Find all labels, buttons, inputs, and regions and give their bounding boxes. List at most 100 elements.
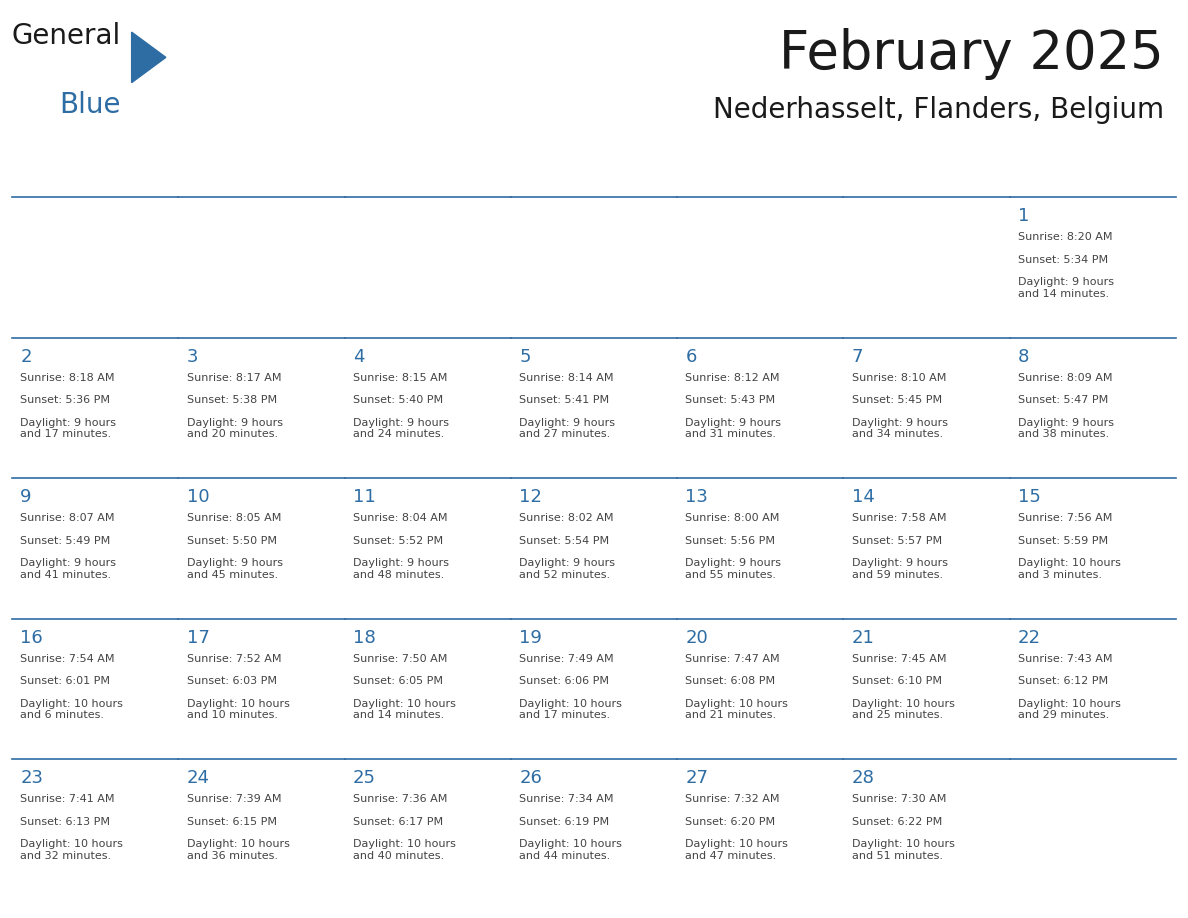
- Text: Daylight: 9 hours
and 24 minutes.: Daylight: 9 hours and 24 minutes.: [353, 418, 449, 440]
- Text: Sunset: 6:01 PM: Sunset: 6:01 PM: [20, 677, 110, 687]
- Text: 3: 3: [187, 348, 198, 365]
- Text: Sunrise: 7:32 AM: Sunrise: 7:32 AM: [685, 794, 781, 804]
- Text: Daylight: 10 hours
and 40 minutes.: Daylight: 10 hours and 40 minutes.: [353, 839, 456, 861]
- Text: Sunset: 5:41 PM: Sunset: 5:41 PM: [519, 396, 609, 406]
- Text: Sunset: 6:22 PM: Sunset: 6:22 PM: [852, 817, 942, 827]
- Text: Sunrise: 8:14 AM: Sunrise: 8:14 AM: [519, 373, 614, 383]
- Text: Sunset: 5:52 PM: Sunset: 5:52 PM: [353, 536, 443, 546]
- Text: Sunset: 5:36 PM: Sunset: 5:36 PM: [20, 396, 110, 406]
- Text: Sunset: 6:08 PM: Sunset: 6:08 PM: [685, 677, 776, 687]
- Text: Sunrise: 7:30 AM: Sunrise: 7:30 AM: [852, 794, 946, 804]
- Text: Sunset: 5:47 PM: Sunset: 5:47 PM: [1018, 396, 1108, 406]
- Text: Sunrise: 7:49 AM: Sunrise: 7:49 AM: [519, 654, 614, 664]
- Text: 25: 25: [353, 769, 375, 787]
- Text: Sunrise: 8:18 AM: Sunrise: 8:18 AM: [20, 373, 115, 383]
- Text: Sunrise: 8:09 AM: Sunrise: 8:09 AM: [1018, 373, 1113, 383]
- Text: Sunrise: 7:54 AM: Sunrise: 7:54 AM: [20, 654, 115, 664]
- Text: Sunrise: 8:12 AM: Sunrise: 8:12 AM: [685, 373, 781, 383]
- Text: 17: 17: [187, 629, 209, 646]
- Text: Daylight: 9 hours
and 17 minutes.: Daylight: 9 hours and 17 minutes.: [20, 418, 116, 440]
- Text: Sunset: 5:54 PM: Sunset: 5:54 PM: [519, 536, 609, 546]
- Text: Daylight: 9 hours
and 31 minutes.: Daylight: 9 hours and 31 minutes.: [685, 418, 782, 440]
- Text: Sunset: 6:03 PM: Sunset: 6:03 PM: [187, 677, 277, 687]
- Text: Daylight: 10 hours
and 32 minutes.: Daylight: 10 hours and 32 minutes.: [20, 839, 124, 861]
- Text: Daylight: 9 hours
and 59 minutes.: Daylight: 9 hours and 59 minutes.: [852, 558, 948, 580]
- Text: Daylight: 10 hours
and 44 minutes.: Daylight: 10 hours and 44 minutes.: [519, 839, 623, 861]
- Text: 2: 2: [20, 348, 32, 365]
- Text: Saturday: Saturday: [1019, 163, 1094, 181]
- Text: Daylight: 10 hours
and 3 minutes.: Daylight: 10 hours and 3 minutes.: [1018, 558, 1121, 580]
- Text: Daylight: 9 hours
and 20 minutes.: Daylight: 9 hours and 20 minutes.: [187, 418, 283, 440]
- Text: Daylight: 9 hours
and 45 minutes.: Daylight: 9 hours and 45 minutes.: [187, 558, 283, 580]
- Text: 16: 16: [20, 629, 43, 646]
- Text: Sunset: 5:38 PM: Sunset: 5:38 PM: [187, 396, 277, 406]
- Text: Sunset: 6:05 PM: Sunset: 6:05 PM: [353, 677, 443, 687]
- Text: 10: 10: [187, 488, 209, 506]
- Text: Daylight: 10 hours
and 47 minutes.: Daylight: 10 hours and 47 minutes.: [685, 839, 789, 861]
- Text: Sunset: 5:57 PM: Sunset: 5:57 PM: [852, 536, 942, 546]
- Text: Daylight: 10 hours
and 14 minutes.: Daylight: 10 hours and 14 minutes.: [353, 699, 456, 721]
- Text: Monday: Monday: [188, 163, 254, 181]
- Text: Sunset: 6:19 PM: Sunset: 6:19 PM: [519, 817, 609, 827]
- Text: Sunset: 6:20 PM: Sunset: 6:20 PM: [685, 817, 776, 827]
- Text: 1: 1: [1018, 207, 1030, 225]
- Text: Sunrise: 7:41 AM: Sunrise: 7:41 AM: [20, 794, 115, 804]
- Text: Tuesday: Tuesday: [354, 163, 422, 181]
- Text: Daylight: 10 hours
and 25 minutes.: Daylight: 10 hours and 25 minutes.: [852, 699, 955, 721]
- Text: Sunrise: 7:58 AM: Sunrise: 7:58 AM: [852, 513, 947, 523]
- Text: 26: 26: [519, 769, 542, 787]
- Text: Sunrise: 7:56 AM: Sunrise: 7:56 AM: [1018, 513, 1112, 523]
- Text: 13: 13: [685, 488, 708, 506]
- Text: Wednesday: Wednesday: [520, 163, 617, 181]
- Text: Sunrise: 8:15 AM: Sunrise: 8:15 AM: [353, 373, 447, 383]
- Text: 27: 27: [685, 769, 708, 787]
- Text: Sunset: 6:15 PM: Sunset: 6:15 PM: [187, 817, 277, 827]
- Text: Sunday: Sunday: [21, 163, 84, 181]
- Text: Daylight: 10 hours
and 21 minutes.: Daylight: 10 hours and 21 minutes.: [685, 699, 789, 721]
- Text: 15: 15: [1018, 488, 1041, 506]
- Text: Daylight: 10 hours
and 36 minutes.: Daylight: 10 hours and 36 minutes.: [187, 839, 290, 861]
- Text: 22: 22: [1018, 629, 1041, 646]
- Text: February 2025: February 2025: [779, 28, 1164, 80]
- Text: Friday: Friday: [853, 163, 904, 181]
- Text: 4: 4: [353, 348, 365, 365]
- Text: Sunrise: 8:07 AM: Sunrise: 8:07 AM: [20, 513, 115, 523]
- Text: Sunrise: 8:10 AM: Sunrise: 8:10 AM: [852, 373, 946, 383]
- Text: Sunset: 5:49 PM: Sunset: 5:49 PM: [20, 536, 110, 546]
- Text: Daylight: 9 hours
and 41 minutes.: Daylight: 9 hours and 41 minutes.: [20, 558, 116, 580]
- Text: 28: 28: [852, 769, 874, 787]
- Text: Sunset: 5:56 PM: Sunset: 5:56 PM: [685, 536, 776, 546]
- Text: Sunset: 6:13 PM: Sunset: 6:13 PM: [20, 817, 110, 827]
- Text: Sunrise: 8:17 AM: Sunrise: 8:17 AM: [187, 373, 282, 383]
- Text: Daylight: 9 hours
and 38 minutes.: Daylight: 9 hours and 38 minutes.: [1018, 418, 1114, 440]
- Text: Sunset: 5:45 PM: Sunset: 5:45 PM: [852, 396, 942, 406]
- Text: Daylight: 10 hours
and 29 minutes.: Daylight: 10 hours and 29 minutes.: [1018, 699, 1121, 721]
- Text: Daylight: 10 hours
and 17 minutes.: Daylight: 10 hours and 17 minutes.: [519, 699, 623, 721]
- Text: Sunset: 6:12 PM: Sunset: 6:12 PM: [1018, 677, 1108, 687]
- Text: Sunrise: 7:39 AM: Sunrise: 7:39 AM: [187, 794, 282, 804]
- Text: 8: 8: [1018, 348, 1030, 365]
- Text: Daylight: 9 hours
and 55 minutes.: Daylight: 9 hours and 55 minutes.: [685, 558, 782, 580]
- Text: Thursday: Thursday: [687, 163, 765, 181]
- Text: Daylight: 10 hours
and 51 minutes.: Daylight: 10 hours and 51 minutes.: [852, 839, 955, 861]
- Text: Sunrise: 8:05 AM: Sunrise: 8:05 AM: [187, 513, 280, 523]
- Text: Nederhasselt, Flanders, Belgium: Nederhasselt, Flanders, Belgium: [713, 96, 1164, 125]
- Text: Sunrise: 7:47 AM: Sunrise: 7:47 AM: [685, 654, 781, 664]
- Text: Sunset: 6:17 PM: Sunset: 6:17 PM: [353, 817, 443, 827]
- Text: Sunrise: 7:45 AM: Sunrise: 7:45 AM: [852, 654, 947, 664]
- Text: Sunset: 5:34 PM: Sunset: 5:34 PM: [1018, 255, 1108, 265]
- Text: Sunset: 5:40 PM: Sunset: 5:40 PM: [353, 396, 443, 406]
- Text: Daylight: 9 hours
and 27 minutes.: Daylight: 9 hours and 27 minutes.: [519, 418, 615, 440]
- Text: 21: 21: [852, 629, 874, 646]
- Text: 12: 12: [519, 488, 542, 506]
- Text: Daylight: 10 hours
and 10 minutes.: Daylight: 10 hours and 10 minutes.: [187, 699, 290, 721]
- Text: Sunrise: 7:52 AM: Sunrise: 7:52 AM: [187, 654, 282, 664]
- Text: Sunrise: 8:20 AM: Sunrise: 8:20 AM: [1018, 232, 1113, 242]
- Text: Sunset: 6:10 PM: Sunset: 6:10 PM: [852, 677, 942, 687]
- Text: 5: 5: [519, 348, 531, 365]
- Text: Sunrise: 8:02 AM: Sunrise: 8:02 AM: [519, 513, 614, 523]
- Text: 19: 19: [519, 629, 542, 646]
- Text: 9: 9: [20, 488, 32, 506]
- Text: Sunrise: 7:43 AM: Sunrise: 7:43 AM: [1018, 654, 1113, 664]
- Text: Daylight: 9 hours
and 14 minutes.: Daylight: 9 hours and 14 minutes.: [1018, 277, 1114, 299]
